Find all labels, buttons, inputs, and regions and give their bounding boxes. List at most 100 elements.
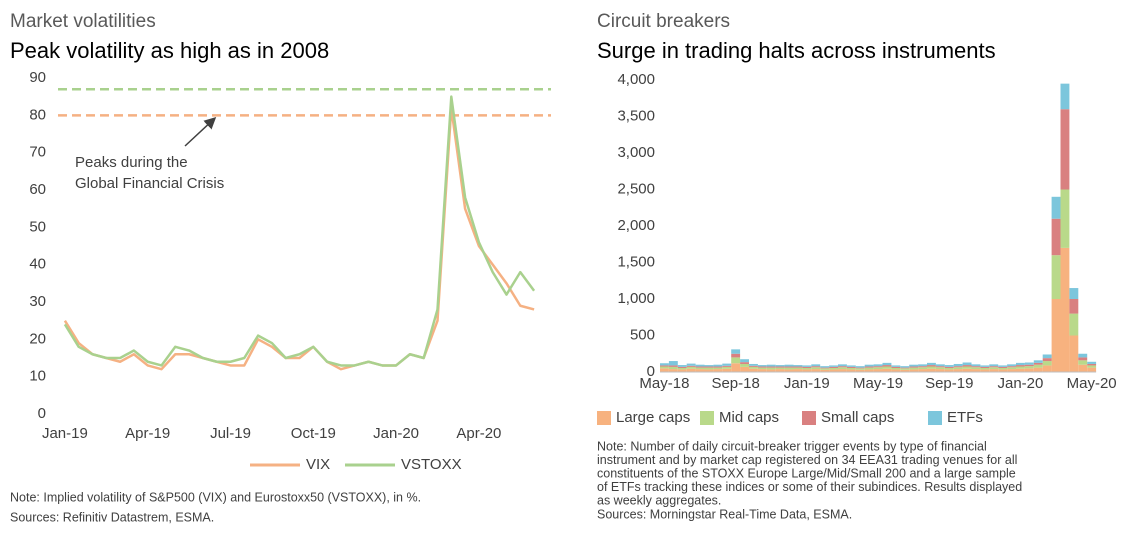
bar-segment	[935, 366, 945, 368]
bar-segment	[1024, 364, 1034, 367]
bar-segment	[1024, 366, 1034, 369]
bar-segment	[784, 364, 794, 367]
bar-segment	[820, 368, 830, 370]
bar-segment	[731, 357, 741, 364]
bar-segment	[962, 366, 972, 369]
bar-segment	[971, 364, 981, 367]
bar-segment	[686, 363, 696, 366]
bar-segment	[802, 367, 812, 370]
bar-segment	[704, 366, 714, 368]
bar-segment	[1033, 367, 1043, 372]
bar-segment	[668, 365, 678, 367]
bar-segment	[944, 367, 954, 370]
bar-segment	[838, 367, 847, 370]
bar-segment	[1078, 360, 1088, 365]
note: Note: Number of daily circuit-breaker tr…	[597, 439, 987, 453]
x-tick-label: Jan-19	[42, 425, 88, 442]
x-tick-label: Apr-19	[125, 425, 170, 442]
y-tick-label: 3,000	[617, 144, 655, 161]
bar-segment	[927, 365, 936, 367]
bar-segment	[980, 365, 990, 367]
bar-segment	[1016, 362, 1025, 366]
bar-segment	[838, 369, 847, 372]
bar-segment	[722, 368, 732, 372]
note: constituents of the STOXX Europe Large/M…	[597, 466, 1016, 480]
bar-segment	[900, 369, 910, 372]
bar-segment	[998, 369, 1008, 372]
x-tick-label: May-19	[853, 375, 903, 392]
bar-segment	[891, 367, 901, 370]
bar-segment	[722, 365, 732, 367]
bar-segment	[900, 368, 910, 370]
bar-segment	[731, 363, 741, 372]
bar-segment	[749, 363, 758, 366]
bar-segment	[1060, 83, 1070, 110]
bar-segment	[749, 368, 758, 372]
bar-segment	[864, 364, 874, 367]
bar-segment	[909, 366, 919, 368]
bar-segment	[962, 362, 972, 366]
bar-segment	[944, 369, 954, 372]
y-tick-label: 70	[29, 144, 46, 161]
bar-segment	[802, 369, 812, 372]
bar-segment	[677, 365, 687, 367]
x-tick-label: Jul-19	[210, 425, 251, 442]
y-tick-label: 90	[29, 69, 46, 86]
bar-segment	[740, 363, 749, 367]
bar-segment	[749, 366, 758, 369]
bar-segment	[864, 366, 874, 368]
bar-segment	[749, 365, 758, 367]
bar-segment	[829, 365, 838, 367]
bar-segment	[1087, 363, 1097, 366]
bar-segment	[918, 369, 927, 372]
bar-segment	[1078, 364, 1088, 372]
bar-segment	[900, 366, 910, 368]
y-tick-label: 0	[647, 363, 655, 380]
bar-segment	[980, 367, 990, 370]
bar-segment	[1007, 366, 1016, 368]
bar-segment	[1078, 353, 1088, 358]
bar-segment	[971, 366, 981, 368]
bar-segment	[909, 367, 919, 370]
bar-segment	[1051, 218, 1061, 256]
bar-segment	[1007, 367, 1016, 370]
bar-segment	[1016, 366, 1025, 369]
y-tick-label: 80	[29, 106, 46, 123]
bar-segment	[660, 366, 669, 369]
bar-segment	[855, 367, 865, 369]
bar-segment	[855, 366, 865, 368]
bar-segment	[935, 364, 945, 367]
x-tick-label: May-20	[1067, 375, 1117, 392]
bar-segment	[838, 364, 847, 367]
bar-segment	[722, 363, 732, 366]
bar-segment	[1069, 313, 1079, 336]
bar-segment	[704, 367, 714, 370]
bar-segment	[704, 369, 714, 372]
note: instrument and by market cap registered …	[597, 453, 1017, 467]
bar-segment	[1042, 365, 1052, 372]
annotation-arrow	[184, 116, 217, 147]
x-tick-label: Jan-20	[373, 425, 419, 442]
legend-label: Large caps	[616, 409, 690, 426]
bar-segment	[1051, 255, 1061, 299]
note: Sources: Morningstar Real-Time Data, ESM…	[597, 507, 852, 521]
bar-segment	[989, 369, 999, 372]
bar-segment	[989, 367, 999, 370]
bar-segment	[918, 364, 927, 367]
bar-segment	[811, 369, 821, 372]
bar-segment	[686, 365, 696, 367]
bar-segment	[668, 361, 678, 366]
chart-title: Peak volatility as high as in 2008	[10, 38, 329, 63]
bar-segment	[1069, 335, 1079, 372]
bar-segment	[811, 366, 821, 368]
bar-segment	[918, 366, 927, 368]
bar-segment	[660, 365, 669, 367]
bar-segment	[873, 366, 883, 368]
y-tick-label: 50	[29, 218, 46, 235]
y-tick-label: 500	[630, 326, 655, 343]
bar-segment	[766, 369, 776, 372]
bar-segment	[713, 367, 723, 370]
bar-segment	[793, 366, 803, 368]
bar-segment	[909, 369, 919, 372]
annotation: Peaks during the	[75, 154, 188, 171]
